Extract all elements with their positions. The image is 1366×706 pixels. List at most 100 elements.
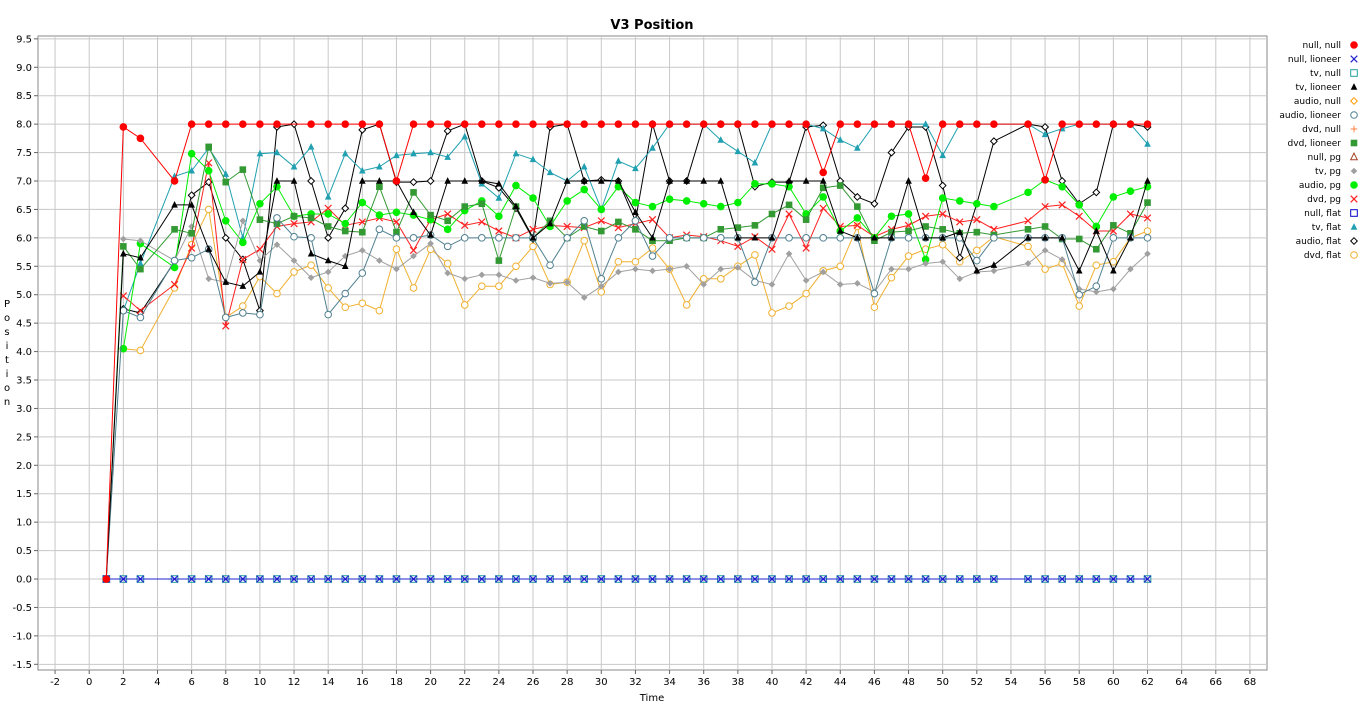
data-point	[768, 233, 776, 241]
data-point	[444, 153, 451, 160]
data-point	[973, 120, 981, 128]
data-point	[427, 231, 434, 238]
marker-stroke	[904, 221, 913, 230]
data-point	[870, 289, 879, 298]
data-point	[443, 225, 452, 234]
x-tick-label: 20	[424, 677, 437, 688]
data-point	[700, 177, 708, 184]
x-tick-label: 10	[254, 677, 267, 688]
data-point	[273, 177, 281, 184]
data-point	[683, 262, 690, 270]
legend-marker	[1350, 111, 1358, 119]
data-point	[170, 256, 179, 265]
data-point	[205, 275, 212, 283]
data-point	[341, 262, 349, 269]
marker-stroke	[478, 218, 486, 226]
data-point	[171, 172, 178, 180]
data-point	[938, 240, 947, 249]
data-point	[376, 162, 383, 170]
data-point	[170, 280, 179, 289]
data-point	[768, 245, 776, 253]
data-point	[512, 202, 520, 210]
marker-stroke	[290, 219, 298, 228]
data-point	[956, 218, 964, 226]
x-tick-label: 32	[629, 677, 642, 688]
data-point	[699, 199, 708, 208]
data-point	[716, 202, 725, 211]
data-point	[854, 280, 861, 287]
data-point	[648, 575, 657, 583]
data-point	[290, 257, 298, 264]
data-point	[137, 265, 144, 273]
data-point	[802, 177, 810, 184]
data-point	[1041, 176, 1049, 184]
data-point	[204, 166, 213, 175]
data-point	[1092, 575, 1101, 583]
legend-marker	[1350, 251, 1358, 259]
data-point	[716, 120, 725, 128]
data-point	[478, 177, 486, 184]
data-point	[427, 240, 434, 247]
data-point	[546, 280, 554, 287]
data-point	[751, 278, 759, 287]
data-point	[239, 238, 247, 247]
data-point	[273, 241, 281, 248]
data-point	[955, 120, 964, 128]
data-point	[819, 193, 827, 201]
x-tick-label: 68	[1244, 677, 1257, 688]
data-point	[649, 267, 656, 275]
data-point	[239, 255, 247, 264]
marker-stroke	[222, 322, 230, 330]
data-point	[563, 120, 571, 128]
data-point	[734, 224, 742, 231]
data-point	[478, 271, 486, 279]
y-tick-label: 9.0	[16, 63, 32, 74]
data-point	[785, 575, 793, 583]
data-point	[1110, 285, 1117, 293]
y-tick-label: -1.5	[12, 660, 32, 671]
marker-stroke	[597, 217, 606, 225]
data-point	[734, 198, 742, 207]
data-point	[290, 162, 298, 170]
marker-stroke	[819, 575, 827, 583]
data-point	[512, 181, 520, 190]
legend-marker	[1350, 167, 1358, 175]
data-point	[938, 210, 947, 218]
data-point	[273, 220, 281, 227]
x-tick-label: 50	[936, 677, 949, 688]
marker-stroke	[648, 215, 657, 224]
data-point	[973, 228, 981, 236]
data-point	[682, 120, 691, 128]
data-point	[239, 217, 247, 225]
data-point	[444, 269, 451, 277]
data-point	[597, 227, 605, 235]
legend-item: tv, null	[1310, 69, 1358, 79]
legend-label: dvd, pg	[1307, 195, 1341, 205]
x-tick-label: 56	[1039, 677, 1052, 688]
data-point	[1041, 202, 1049, 211]
marker-stroke	[921, 212, 930, 220]
data-point	[648, 120, 657, 128]
data-point	[699, 274, 708, 283]
data-point	[615, 157, 622, 164]
data-point	[461, 132, 469, 140]
data-point	[239, 575, 247, 583]
data-point	[341, 149, 349, 157]
legend-marker	[1350, 223, 1358, 230]
data-point	[956, 228, 964, 235]
x-tick-label: 66	[1209, 677, 1222, 688]
data-point	[563, 222, 571, 231]
data-point	[580, 177, 588, 184]
marker-stroke	[136, 306, 145, 315]
data-point	[1058, 182, 1066, 191]
series-line	[105, 179, 1148, 580]
data-point	[290, 177, 298, 184]
data-point	[495, 212, 503, 221]
x-tick-label: 44	[834, 677, 847, 688]
data-point	[649, 237, 656, 244]
data-point	[495, 179, 503, 187]
data-point	[1093, 245, 1100, 253]
data-point	[973, 256, 981, 265]
data-point	[854, 144, 861, 151]
data-point	[682, 575, 691, 583]
